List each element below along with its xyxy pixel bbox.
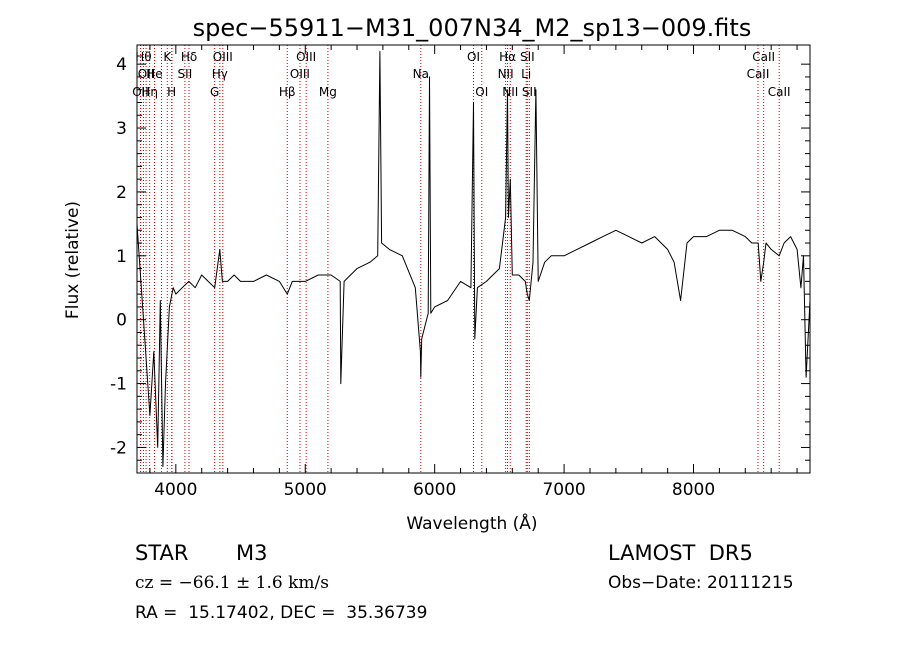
line-marker-label: He xyxy=(146,67,162,81)
y-tick-label: 0 xyxy=(116,311,127,331)
x-tick-label: 5000 xyxy=(284,480,327,500)
line-marker-label: Hα xyxy=(499,50,516,64)
object-subclass: M3 xyxy=(236,541,268,565)
x-axis-ticks: 4000 5000 6000 7000 8000 xyxy=(149,45,798,500)
line-marker-label: OIII xyxy=(296,50,316,64)
y-tick-label: -2 xyxy=(110,438,127,458)
line-marker-label: OIII xyxy=(213,50,233,64)
line-marker-label: G xyxy=(210,85,219,99)
y-tick-label: 3 xyxy=(116,119,127,139)
line-marker-label: OI xyxy=(467,50,480,64)
x-tick-label: 6000 xyxy=(413,480,456,500)
y-tick-label: 2 xyxy=(116,183,127,203)
survey-release: LAMOST DR5 xyxy=(608,541,753,565)
y-tick-label: 4 xyxy=(116,55,127,75)
line-marker-label: OII xyxy=(132,85,149,99)
y-axis-ticks: -2 -1 0 1 2 3 4 xyxy=(110,55,810,461)
line-marker-label: H xyxy=(167,85,176,99)
line-markers xyxy=(139,45,780,473)
line-marker-labels: OIIHθOIIHηHeKHSIIHδGHγOIIIHβOIIIOIIIMgNa… xyxy=(132,50,790,99)
line-marker-label: OII xyxy=(138,67,155,81)
plot-frame xyxy=(136,44,811,474)
line-marker-label: Hβ xyxy=(279,85,296,99)
y-tick-label: 1 xyxy=(116,247,127,267)
y-tick-label: -1 xyxy=(110,375,127,395)
line-marker-label: Hγ xyxy=(212,67,228,81)
coordinates: RA = 15.17402, DEC = 35.36739 xyxy=(135,603,428,623)
line-marker-label: SII xyxy=(178,67,193,81)
line-marker-label: SII xyxy=(520,50,535,64)
line-marker-label: Na xyxy=(413,67,429,81)
y-axis-label: Flux (relative) xyxy=(63,201,83,319)
spectrum-line xyxy=(136,50,811,468)
line-marker-label: K xyxy=(163,50,172,64)
line-marker-label: CaII xyxy=(752,50,775,64)
line-marker-label: NII xyxy=(498,67,514,81)
line-marker-label: Hθ xyxy=(135,50,151,64)
line-marker-label: CaII xyxy=(768,85,791,99)
observation-date: Obs−Date: 20111215 xyxy=(608,573,794,593)
line-marker-label: CaII xyxy=(747,67,770,81)
x-tick-label: 7000 xyxy=(542,480,585,500)
velocity-readout: cz = −66.1 ± 1.6 km/s xyxy=(135,573,329,593)
line-marker-label: Li xyxy=(521,67,531,81)
chart-title: spec−55911−M31_007N34_M2_sp13−009.fits xyxy=(193,14,752,42)
line-marker-label: Hδ xyxy=(181,50,197,64)
object-class: STAR xyxy=(135,541,189,565)
line-marker-label: OI xyxy=(475,85,488,99)
line-marker-label: NII xyxy=(502,85,518,99)
x-tick-label: 4000 xyxy=(154,480,197,500)
x-axis-label: Wavelength (Å) xyxy=(406,512,537,534)
line-marker-label: Mg xyxy=(319,85,337,99)
line-marker-label: SII xyxy=(522,85,537,99)
line-marker-label: OIII xyxy=(290,67,310,81)
x-tick-label: 8000 xyxy=(672,480,715,500)
line-marker-label: Hη xyxy=(141,85,158,99)
